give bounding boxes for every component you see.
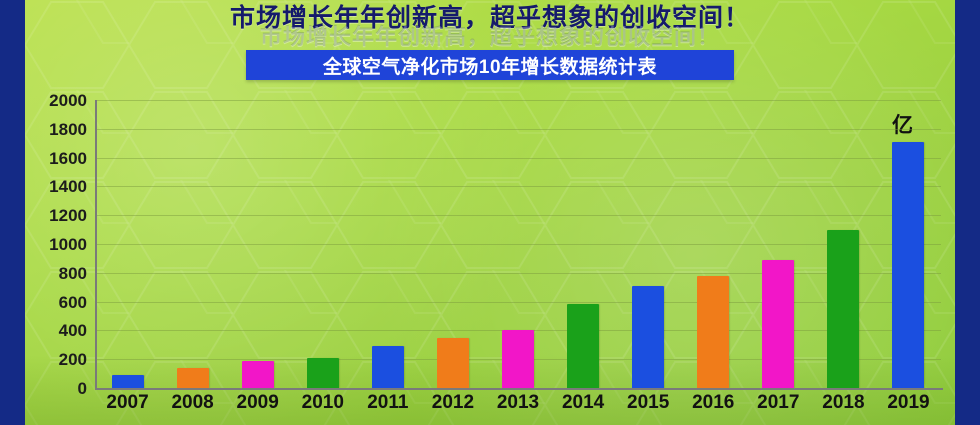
bar-cell (876, 100, 941, 388)
y-tick-label: 2000 (49, 91, 87, 110)
x-tick-label: 2009 (236, 392, 279, 413)
subtitle-text: 全球空气净化市场10年增长数据统计表 (322, 56, 658, 78)
x-tick-label: 2019 (887, 392, 930, 413)
x-tick-label: 2011 (367, 392, 409, 413)
x-tick-label: 2014 (561, 392, 605, 413)
bar-series (95, 100, 941, 388)
bar-cell (355, 100, 420, 388)
bar-cell (616, 100, 681, 388)
y-tick-label: 0 (77, 379, 87, 398)
bar (762, 259, 795, 388)
right-blue-border (955, 0, 980, 425)
left-blue-border (0, 0, 25, 425)
bar (502, 330, 534, 388)
bar (697, 275, 730, 388)
y-axis-line (95, 100, 97, 388)
bar (892, 142, 925, 388)
y-tick-label: 1000 (49, 235, 87, 254)
subtitle-bar: 全球空气净化市场10年增长数据统计表 (246, 50, 734, 80)
y-tick-label: 200 (58, 350, 87, 370)
gridline (95, 215, 941, 217)
gridline (95, 272, 941, 274)
bar-cell (746, 100, 811, 388)
x-tick-label: 2016 (692, 392, 735, 413)
bar-cell (290, 100, 355, 388)
plot-area (95, 100, 941, 388)
x-tick-label: 2007 (106, 392, 149, 413)
bar-cell (485, 100, 550, 388)
x-tick-label: 2012 (431, 392, 475, 413)
bar (111, 375, 144, 388)
x-tick-label: 2017 (757, 392, 800, 413)
bar (176, 367, 209, 388)
y-tick-label: 1400 (49, 177, 87, 197)
y-tick-label: 1800 (49, 119, 87, 139)
bar-cell (681, 100, 746, 388)
y-tick-label: 800 (58, 263, 87, 283)
bar (567, 304, 600, 388)
bar-cell (811, 100, 876, 388)
gridline (95, 186, 941, 188)
bar-cell (420, 100, 485, 388)
headline-reflection: 市场增长年年创新高，超乎想象的创收空间！ (259, 24, 720, 49)
bar-cell (95, 100, 160, 388)
y-tick-label: 1600 (49, 148, 87, 168)
gridline (95, 244, 941, 245)
x-tick-label: 2018 (822, 392, 865, 413)
x-tick-label: 2010 (301, 392, 344, 413)
page-headline: 市场增长年年创新高，超乎想象的创收空间！ 市场增长年年创新高，超乎想象的创收空间… (0, 0, 980, 49)
gridline (95, 100, 941, 101)
gridline (95, 301, 941, 303)
y-axis-ticks: 0 200 400 600 800 1000 1200 1400 1600 1800 2000 (25, 91, 87, 398)
gridline (95, 157, 941, 159)
bar-chart: 亿 0 200 400 600 800 1000 1200 1400 1600 1800 2000 … (25, 91, 955, 425)
bar-cell (551, 100, 616, 388)
y-tick-label: 600 (58, 292, 87, 312)
bar-cell (160, 100, 225, 388)
unit-label: 亿 (892, 114, 913, 137)
gridline (95, 128, 941, 130)
bar (436, 338, 469, 388)
x-tick-label: 2013 (496, 392, 540, 413)
bottom-shade (25, 355, 955, 425)
headline-text: 市场增长年年创新高，超乎想象的创收空间！ (229, 4, 750, 32)
x-tick-label: 2008 (171, 392, 214, 413)
bar (241, 361, 274, 388)
bar (827, 229, 860, 388)
bar (371, 345, 404, 388)
bar (632, 286, 665, 388)
x-axis-labels: 2007 2008 2009 2010 2011 2012 2013 2014 2015 2016… (95, 392, 941, 414)
bar (306, 358, 339, 388)
y-tick-label: 1200 (49, 206, 87, 226)
x-tick-label: 2015 (627, 392, 670, 413)
y-tick-label: 400 (58, 321, 87, 341)
bar-cell (225, 100, 290, 388)
x-axis-line (95, 388, 943, 390)
